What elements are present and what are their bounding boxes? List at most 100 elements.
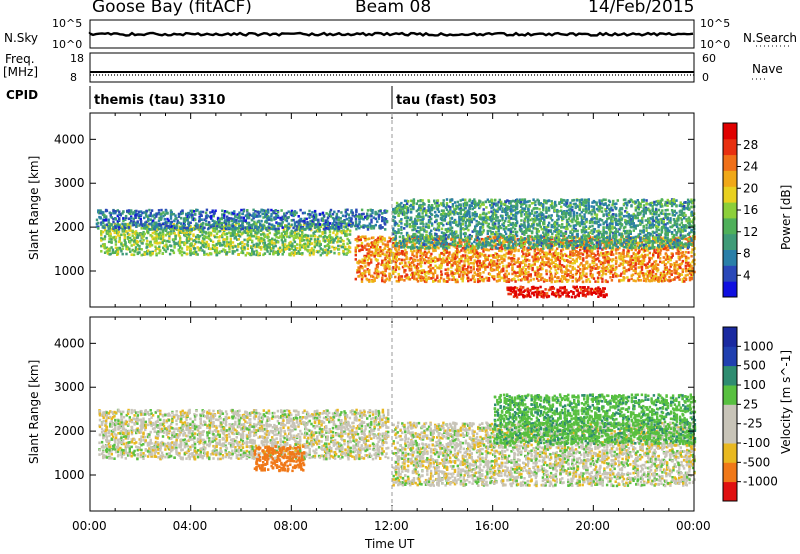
heatmap-cell	[135, 209, 138, 213]
heatmap-cell	[321, 211, 325, 215]
heatmap-cell	[501, 254, 504, 258]
heatmap-cell	[236, 238, 239, 241]
heatmap-cell	[223, 228, 226, 231]
heatmap-cell	[318, 240, 321, 243]
heatmap-cell	[225, 242, 229, 246]
heatmap-cell	[181, 209, 184, 212]
heatmap-cell	[269, 240, 272, 244]
heatmap-cell	[170, 225, 173, 228]
heatmap-cell	[541, 255, 544, 259]
heatmap-cell	[117, 230, 121, 234]
heatmap-cell	[571, 276, 575, 279]
heatmap-cell	[260, 219, 263, 223]
heatmap-cell	[367, 244, 370, 247]
heatmap-cell	[116, 252, 120, 255]
heatmap-cell	[205, 240, 209, 244]
heatmap-cell	[251, 252, 254, 255]
heatmap-cell	[215, 227, 219, 230]
heatmap-cell	[553, 280, 557, 283]
heatmap-cell	[384, 228, 387, 231]
heatmap-cell	[247, 216, 251, 220]
heatmap-cell	[342, 250, 345, 253]
heatmap-cell	[114, 240, 118, 243]
heatmap-cell	[258, 237, 261, 240]
heatmap-cell	[376, 248, 379, 252]
heatmap-cell	[221, 225, 224, 229]
heatmap-cell	[139, 220, 143, 223]
heatmap-cell	[199, 241, 203, 245]
heatmap-cell	[324, 251, 327, 254]
heatmap-cell	[482, 277, 486, 281]
heatmap-cell	[120, 233, 123, 237]
heatmap-cell	[413, 249, 416, 253]
heatmap-cell	[117, 240, 121, 244]
heatmap-cell	[460, 259, 463, 263]
heatmap-cell	[328, 246, 331, 249]
heatmap-cell	[227, 211, 231, 215]
heatmap-cell	[294, 236, 297, 239]
heatmap-cell	[408, 278, 412, 281]
heatmap-cell	[262, 253, 265, 257]
heatmap-cell	[277, 252, 280, 255]
heatmap-cell	[354, 220, 358, 224]
heatmap-cell	[591, 273, 594, 277]
heatmap-cell	[120, 243, 123, 246]
heatmap-cell	[103, 228, 107, 232]
heatmap-cell	[177, 212, 181, 216]
heatmap-cell	[284, 225, 287, 228]
heatmap-cell	[434, 249, 437, 252]
heatmap-cell	[541, 267, 544, 271]
heatmap-cell	[182, 226, 186, 229]
heatmap-cell	[159, 234, 163, 237]
heatmap-cell	[154, 241, 157, 245]
heatmap-cell	[195, 237, 198, 240]
heatmap-cell	[561, 254, 565, 257]
heatmap-cell	[201, 230, 204, 234]
heatmap-cell	[585, 275, 588, 279]
heatmap-cell	[102, 211, 105, 214]
heatmap-cell	[295, 228, 298, 231]
heatmap-cell	[189, 229, 192, 233]
heatmap-cell	[213, 244, 217, 247]
heatmap-cell	[307, 245, 310, 248]
heatmap-cell	[170, 227, 173, 231]
heatmap-cell	[307, 241, 310, 245]
heatmap-cell	[268, 238, 271, 242]
heatmap-cell	[207, 234, 211, 238]
heatmap-cell	[104, 215, 108, 218]
heatmap-cell	[205, 208, 209, 212]
heatmap-cell	[165, 228, 168, 231]
heatmap-cell	[604, 272, 608, 276]
heatmap-cell	[337, 248, 341, 251]
heatmap-cell	[291, 234, 294, 238]
heatmap-cell	[383, 247, 386, 250]
heatmap-cell	[132, 243, 136, 246]
heatmap-cell	[255, 253, 258, 257]
heatmap-cell	[299, 234, 302, 237]
heatmap-cell	[398, 267, 401, 271]
heatmap-cell	[322, 239, 325, 242]
heatmap-cell	[234, 235, 237, 239]
heatmap-cell	[524, 268, 528, 271]
heatmap-cell	[273, 238, 276, 242]
heatmap-cell	[227, 217, 231, 220]
heatmap-cell	[131, 248, 134, 252]
heatmap-cell	[284, 230, 287, 234]
heatmap-cell	[364, 235, 367, 238]
heatmap-cell	[126, 232, 130, 235]
heatmap-cell	[263, 252, 267, 255]
heatmap-cell	[517, 257, 520, 260]
heatmap-cell	[151, 237, 154, 241]
heatmap-cell	[380, 240, 383, 243]
heatmap-cell	[166, 247, 169, 251]
heatmap-cell	[246, 244, 250, 247]
heatmap-cell	[648, 260, 651, 264]
heatmap-cell	[225, 235, 229, 239]
heatmap-cell	[305, 217, 308, 221]
heatmap-cell	[277, 227, 280, 230]
heatmap-cell	[461, 273, 465, 277]
heatmap-cell	[213, 249, 217, 252]
heatmap-cell	[117, 227, 121, 231]
heatmap-cell	[197, 240, 201, 244]
